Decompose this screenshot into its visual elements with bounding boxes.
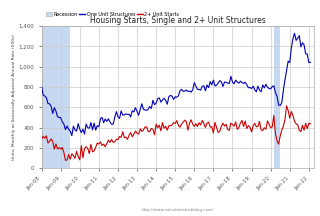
Y-axis label: Units, Monthly at Seasonally Adjusted Annual Rate (000s): Units, Monthly at Seasonally Adjusted An… [12, 34, 16, 160]
Bar [42, 26, 70, 168]
Bar [274, 26, 280, 168]
Title: Housing Starts, Single and 2+ Unit Structures: Housing Starts, Single and 2+ Unit Struc… [90, 16, 266, 25]
Text: http://www.calculatedriskblog.com/: http://www.calculatedriskblog.com/ [141, 208, 214, 212]
Legend: Recession, One Unit Structures, 2+ Unit Starts: Recession, One Unit Structures, 2+ Unit … [44, 10, 181, 19]
